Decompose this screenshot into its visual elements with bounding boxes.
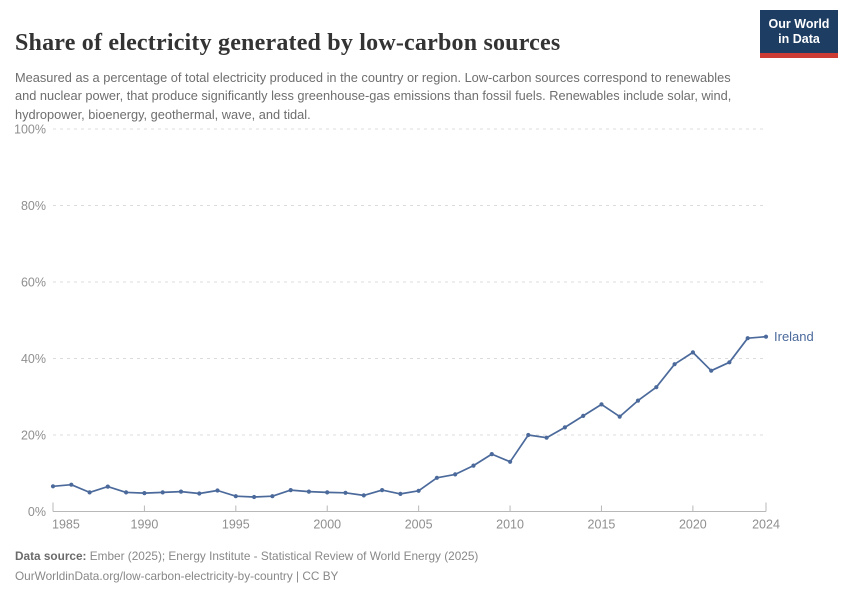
series-line-ireland xyxy=(52,335,767,498)
y-axis-tick-label: 100% xyxy=(14,123,46,137)
data-point-2016 xyxy=(617,414,622,419)
x-axis-tick-label: 2010 xyxy=(496,518,524,532)
data-point-2012 xyxy=(544,435,549,440)
data-point-1998 xyxy=(288,488,293,493)
data-point-1994 xyxy=(215,488,220,493)
chart-footer: Data source: Ember (2025); Energy Instit… xyxy=(15,546,835,586)
data-point-1996 xyxy=(252,494,257,500)
data-source-label: Data source: xyxy=(15,549,87,563)
data-point-1987 xyxy=(87,490,92,495)
data-point-1988 xyxy=(105,484,110,489)
data-point-2019 xyxy=(672,362,677,367)
series-label-ireland[interactable]: Ireland xyxy=(774,329,814,344)
data-point-2000 xyxy=(325,490,330,495)
owid-logo-line1: Our World xyxy=(768,17,830,31)
data-point-2002 xyxy=(361,493,366,498)
data-point-2020 xyxy=(690,350,696,355)
footer-link[interactable]: OurWorldinData.org/low-carbon-electricit… xyxy=(15,569,339,583)
data-point-2017 xyxy=(635,398,641,403)
data-point-1992 xyxy=(178,489,184,494)
data-point-2005 xyxy=(416,488,421,493)
data-source-text: Ember (2025); Energy Institute - Statist… xyxy=(86,549,479,563)
y-axis-tick-label: 80% xyxy=(21,199,46,213)
data-point-1999 xyxy=(306,489,311,494)
x-axis-tick-label: 2024 xyxy=(752,518,780,532)
data-point-1986 xyxy=(69,482,74,487)
data-point-2018 xyxy=(654,385,659,390)
data-point-2010 xyxy=(508,459,513,464)
owid-logo-line2: in Data xyxy=(778,32,820,46)
x-axis-tick-label: 1985 xyxy=(52,518,80,532)
chart-subtitle: Measured as a percentage of total electr… xyxy=(15,69,732,123)
data-point-1989 xyxy=(124,490,129,495)
data-point-1985 xyxy=(50,484,56,489)
owid-logo[interactable]: Our World in Data xyxy=(760,10,838,58)
data-point-2015 xyxy=(599,402,604,407)
data-point-2022 xyxy=(727,360,732,365)
data-point-2001 xyxy=(343,490,348,495)
y-axis-tick-label: 20% xyxy=(21,429,46,443)
x-axis-tick-label: 1995 xyxy=(222,518,250,532)
data-point-1990 xyxy=(142,491,147,496)
data-point-2004 xyxy=(398,491,403,496)
x-axis-tick-label: 1990 xyxy=(131,518,159,532)
data-point-2007 xyxy=(453,472,458,477)
data-point-2023 xyxy=(745,336,750,341)
data-source-line: Data source: Ember (2025); Energy Instit… xyxy=(15,546,835,566)
x-axis-tick-label: 2005 xyxy=(405,518,433,532)
x-axis-tick-label: 2020 xyxy=(679,518,707,532)
data-point-2009 xyxy=(489,452,494,457)
data-point-2006 xyxy=(434,475,439,480)
data-point-2021 xyxy=(709,368,714,373)
data-point-2008 xyxy=(471,463,476,468)
data-point-1995 xyxy=(233,494,238,499)
data-point-1993 xyxy=(197,491,202,496)
data-point-2003 xyxy=(380,488,385,493)
y-axis-tick-label: 40% xyxy=(21,352,46,366)
y-axis-tick-label: 60% xyxy=(21,276,46,290)
data-point-2024 xyxy=(763,334,769,339)
data-point-2011 xyxy=(526,432,531,438)
page-title: Share of electricity generated by low-ca… xyxy=(15,30,561,57)
data-point-2013 xyxy=(562,425,568,430)
x-axis-tick-label: 2015 xyxy=(588,518,616,532)
y-axis-tick-label: 0% xyxy=(28,505,46,519)
x-axis-tick-label: 2000 xyxy=(313,518,341,532)
data-point-2014 xyxy=(581,413,586,418)
data-point-1997 xyxy=(270,494,275,499)
data-point-1991 xyxy=(160,490,165,495)
